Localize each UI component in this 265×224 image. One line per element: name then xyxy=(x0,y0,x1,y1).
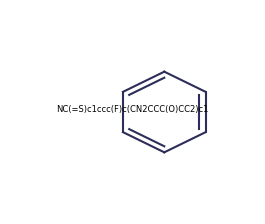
Text: NC(=S)c1ccc(F)c(CN2CCC(O)CC2)c1: NC(=S)c1ccc(F)c(CN2CCC(O)CC2)c1 xyxy=(56,105,209,114)
